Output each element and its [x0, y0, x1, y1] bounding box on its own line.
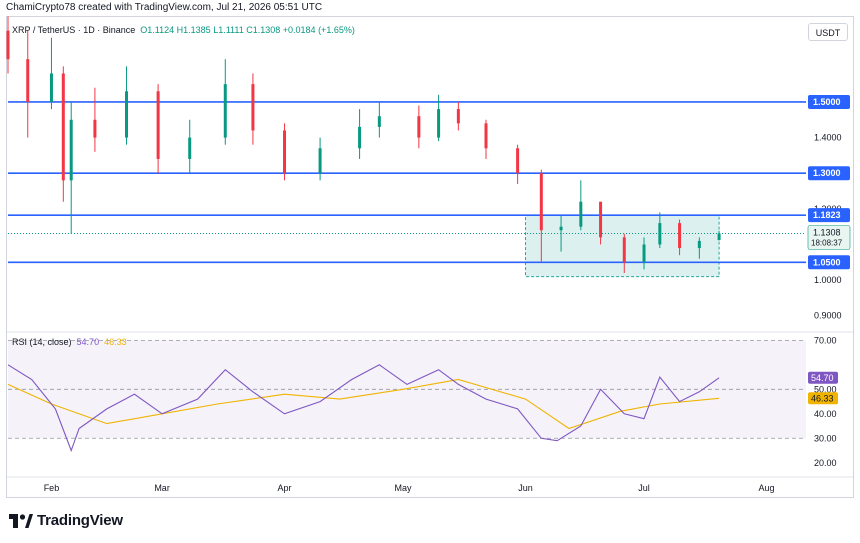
tradingview-logo-icon [9, 513, 33, 528]
rsi-legend: RSI (14, close) 54.70 46.33 [12, 337, 127, 347]
candle-body-5 [93, 119, 97, 138]
candle-body-7 [156, 91, 160, 159]
high-value: H1.1385 [176, 25, 211, 35]
candle-body-27 [678, 223, 682, 249]
rsi-tick-label-0: 70.00 [814, 335, 837, 345]
candle-body-28 [697, 240, 701, 249]
tradingview-logo[interactable]: TradingView [9, 512, 123, 529]
candle-body-18 [484, 123, 488, 149]
candle-body-9 [223, 84, 227, 138]
close-value: C1.1308 [246, 25, 281, 35]
rsi-tick-label-1: 50.00 [814, 384, 837, 394]
candle-body-24 [622, 237, 626, 263]
symbol-legend: XRP / TetherUS · 1D · Binance O1.1124 H1… [12, 25, 355, 35]
candle-body-20 [539, 173, 543, 231]
rsi-value-tag-label: 54.70 [811, 373, 834, 383]
candle-body-14 [377, 116, 381, 127]
rsi-ma-tag-bg [808, 392, 838, 405]
candle-body-13 [358, 126, 362, 149]
low-value: L1.1111 [213, 25, 244, 35]
candle-body-29 [717, 233, 721, 241]
candle-body-22 [579, 201, 583, 227]
level-tag-bg-3 [808, 255, 850, 270]
symbol-title: XRP / TetherUS · 1D · Binance [12, 25, 136, 35]
chart-caption: ChamiCrypto78 created with TradingView.c… [6, 2, 323, 13]
level-tag-label-3: 1.0500 [813, 257, 841, 267]
rsi-ma-value: 46.33 [104, 337, 127, 347]
currency-button[interactable]: USDT [808, 23, 848, 41]
change-value: +0.0184 (+1.65%) [282, 25, 355, 35]
tradingview-logo-text: TradingView [37, 512, 123, 529]
candle-body-4 [69, 119, 73, 181]
candle-body-10 [251, 84, 255, 131]
candle-body-0 [6, 30, 10, 60]
level-tag-bg-1 [808, 166, 850, 181]
candle-body-15 [417, 116, 421, 138]
time-tick-label-5: Jul [638, 483, 650, 493]
candle-body-11 [283, 130, 287, 174]
time-tick-label-6: Aug [758, 483, 774, 493]
price-tick-label-3: 0.9000 [814, 311, 842, 321]
price-tick-label-0: 1.4000 [814, 133, 842, 143]
candle-body-1 [26, 59, 30, 102]
chart-frame [6, 16, 854, 498]
last-price-tag-bg [807, 225, 851, 250]
rsi-tick-label-2: 40.00 [814, 409, 837, 419]
rsi-line [7, 364, 720, 453]
rsi-ma-line [7, 378, 720, 430]
time-tick-label-0: Feb [44, 483, 60, 493]
level-tag-label-1: 1.3000 [813, 168, 841, 178]
time-tick-label-2: Apr [278, 483, 292, 493]
candle-body-21 [559, 226, 563, 231]
candle-body-25 [642, 244, 646, 263]
level-tag-bg-2 [808, 208, 850, 223]
candle-body-23 [599, 201, 603, 238]
candle-body-19 [516, 148, 520, 174]
countdown-label: 18:08:37 [811, 239, 843, 248]
consolidation-range-box [525, 214, 720, 278]
rsi-value-tag-bg [808, 371, 838, 384]
time-tick-label-1: Mar [154, 483, 170, 493]
rsi-value: 54.70 [76, 337, 100, 347]
rsi-title: RSI (14, close) [12, 337, 72, 347]
level-tag-label-2: 1.1823 [813, 210, 841, 220]
candle-body-17 [456, 109, 460, 124]
last-price-tag-label: 1.1308 [813, 228, 841, 238]
open-value: O1.1124 [140, 25, 175, 35]
rsi-tick-label-4: 20.00 [814, 458, 837, 468]
candle-body-2 [49, 73, 53, 102]
level-tag-label-0: 1.5000 [813, 97, 841, 107]
time-tick-label-4: Jun [518, 483, 533, 493]
candle-body-6 [125, 91, 129, 138]
candle-body-3 [61, 73, 65, 181]
rsi-ma-tag-label: 46.33 [811, 393, 834, 403]
time-tick-label-3: May [395, 483, 413, 493]
level-tag-bg-0 [808, 94, 850, 109]
price-tick-label-2: 1.0000 [814, 275, 842, 285]
candle-body-26 [658, 223, 662, 245]
candle-body-8 [188, 137, 192, 159]
candle-body-16 [437, 109, 441, 138]
candle-body-12 [318, 148, 322, 174]
rsi-tick-label-3: 30.00 [814, 433, 837, 443]
